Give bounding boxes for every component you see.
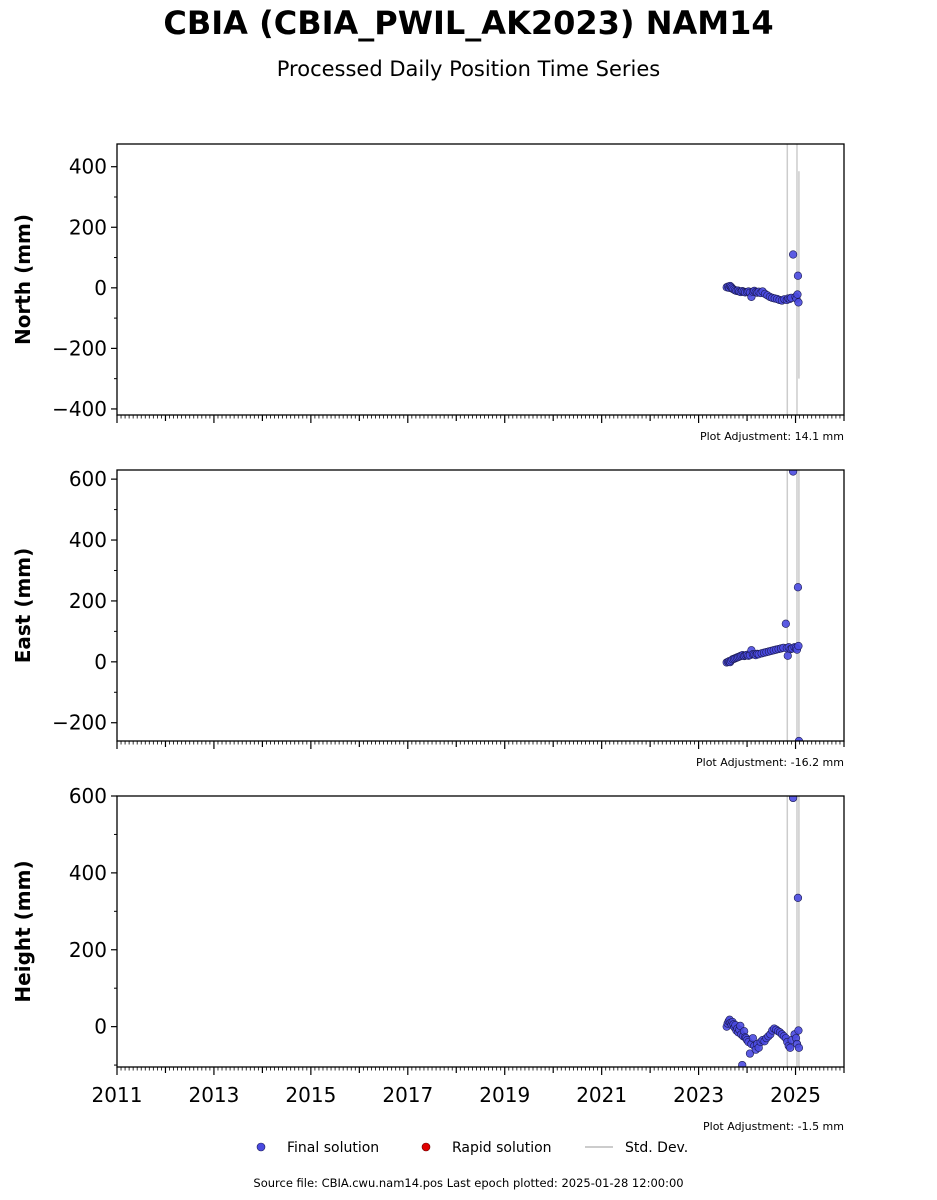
chart-title: CBIA (CBIA_PWIL_AK2023) NAM14	[163, 4, 774, 42]
data-point	[794, 736, 804, 741]
y-tick-label: 0	[94, 276, 107, 300]
source-footer: Source file: CBIA.cwu.nam14.pos Last epo…	[253, 1176, 684, 1190]
data-point	[793, 583, 803, 592]
data-point	[794, 1043, 804, 1052]
chart-subtitle: Processed Daily Position Time Series	[276, 57, 661, 81]
plot-adjustment-label: Plot Adjustment: -1.5 mm	[703, 1120, 844, 1133]
legend-marker-rapid	[421, 1142, 431, 1152]
legend-label-std: Std. Dev.	[625, 1140, 688, 1156]
data-point	[738, 1060, 747, 1067]
x-tick-label: 2013	[188, 1083, 239, 1107]
y-axis-label: East (mm)	[11, 548, 35, 664]
panel-2: −200 0 200 400 600 East (mm) Plot Adjustment: …	[11, 467, 845, 769]
plot-area	[722, 144, 803, 415]
data-point	[794, 298, 803, 307]
y-tick-label: 200	[69, 938, 107, 962]
plot-adjustment-label: Plot Adjustment: 14.1 mm	[700, 430, 844, 443]
y-tick-label: −200	[52, 336, 107, 360]
data-point	[781, 619, 790, 628]
y-tick-label: 400	[69, 528, 107, 552]
data-point	[794, 641, 803, 651]
panel-3: 0 200 400 600 2011 2013 2015 2017 2019 2021 2023 20…	[11, 784, 845, 1133]
x-tick-label: 2019	[479, 1083, 530, 1107]
panel-1: −400 −200 0 200 400 North (mm) Plot Adjustment…	[11, 143, 845, 443]
data-point	[748, 1034, 757, 1043]
x-tick-label: 2021	[576, 1083, 627, 1107]
data-point	[745, 1049, 755, 1058]
y-tick-label: 200	[69, 589, 107, 613]
y-axis-label: North (mm)	[11, 214, 35, 345]
data-point	[793, 290, 802, 299]
x-tick-label: 2011	[92, 1083, 143, 1107]
plot-frame	[116, 469, 845, 742]
data-point	[783, 651, 792, 660]
plot-area	[722, 470, 804, 741]
plot-area	[722, 796, 804, 1067]
data-point	[789, 796, 798, 803]
y-tick-label: 600	[69, 784, 107, 808]
y-axis-label: Height (mm)	[11, 860, 35, 1002]
y-tick-label: −400	[52, 397, 107, 421]
y-tick-label: 400	[69, 155, 107, 179]
legend: Final solution Rapid solution Std. Dev.	[256, 1140, 688, 1156]
x-tick-label: 2017	[382, 1083, 433, 1107]
legend-label-rapid: Rapid solution	[452, 1140, 552, 1156]
y-tick-label: 0	[94, 1015, 107, 1039]
legend-marker-final	[256, 1142, 266, 1152]
x-tick-label: 2015	[285, 1083, 336, 1107]
data-point	[786, 1043, 795, 1052]
y-tick-label: 400	[69, 861, 107, 885]
x-tick-label: 2023	[673, 1083, 724, 1107]
data-point	[793, 271, 803, 280]
y-tick-label: 600	[69, 467, 107, 491]
plot-frame	[116, 143, 845, 416]
data-point	[789, 250, 798, 259]
data-point	[789, 470, 798, 476]
legend-label-final: Final solution	[287, 1140, 379, 1156]
y-tick-label: −200	[52, 711, 107, 735]
data-point	[793, 893, 803, 902]
data-point	[794, 1026, 803, 1035]
x-tick-label: 2025	[770, 1083, 821, 1107]
y-tick-label: 200	[69, 215, 107, 239]
y-tick-label: 0	[94, 650, 107, 674]
panels-group: −400 −200 0 200 400 North (mm) Plot Adjustment…	[11, 143, 845, 1133]
plot-adjustment-label: Plot Adjustment: -16.2 mm	[696, 756, 844, 769]
